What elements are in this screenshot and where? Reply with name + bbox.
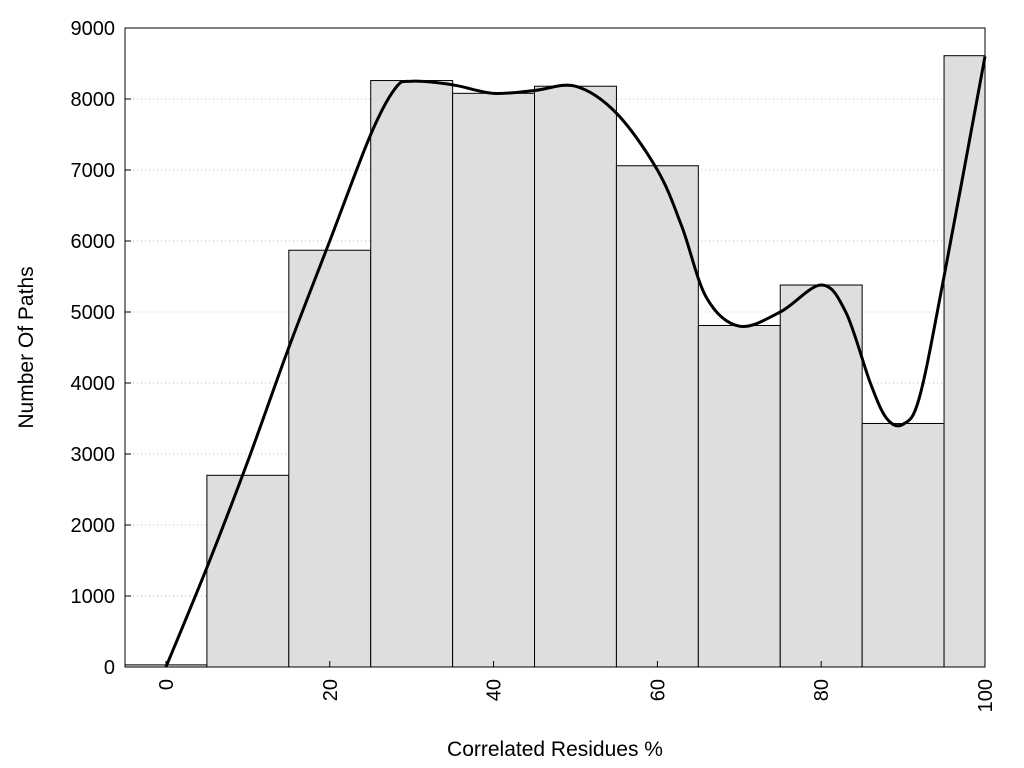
y-tick-label: 6000 — [71, 231, 116, 253]
x-tick-label: 20 — [320, 679, 342, 701]
y-tick-label: 5000 — [71, 302, 116, 324]
x-axis-ticks: 0 20 40 60 80 100 — [156, 661, 997, 712]
bar — [534, 85, 617, 668]
y-tick-label: 4000 — [71, 373, 116, 395]
bar — [697, 324, 781, 668]
smoothed-curve — [164, 56, 987, 668]
x-axis-title: Correlated Residues % — [447, 738, 663, 761]
y-axis-title: Number Of Paths — [15, 266, 38, 428]
y-tick-label: 7000 — [71, 160, 116, 182]
y-tick-label: 2000 — [71, 515, 116, 537]
bars — [124, 55, 986, 668]
bar — [615, 165, 699, 668]
y-axis-ticks: 0 1000 2000 3000 4000 5000 6000 7000 8000 9000 — [71, 18, 131, 679]
x-tick-label: 80 — [811, 679, 833, 701]
x-tick-label: 60 — [647, 679, 669, 701]
bar — [206, 474, 290, 668]
x-tick-label: 0 — [156, 679, 178, 690]
y-tick-label: 3000 — [71, 444, 116, 466]
bar — [370, 80, 454, 668]
bar — [452, 92, 536, 668]
y-tick-label: 9000 — [71, 18, 116, 40]
bar — [779, 284, 863, 668]
bar — [861, 422, 945, 668]
plot-frame — [124, 27, 986, 668]
x-tick-label: 100 — [975, 679, 997, 712]
bar — [288, 249, 372, 668]
bar — [943, 55, 986, 668]
y-tick-label: 8000 — [71, 89, 116, 111]
x-tick-label: 40 — [484, 679, 506, 701]
y-tick-label: 0 — [104, 657, 115, 679]
y-tick-label: 1000 — [71, 586, 116, 608]
